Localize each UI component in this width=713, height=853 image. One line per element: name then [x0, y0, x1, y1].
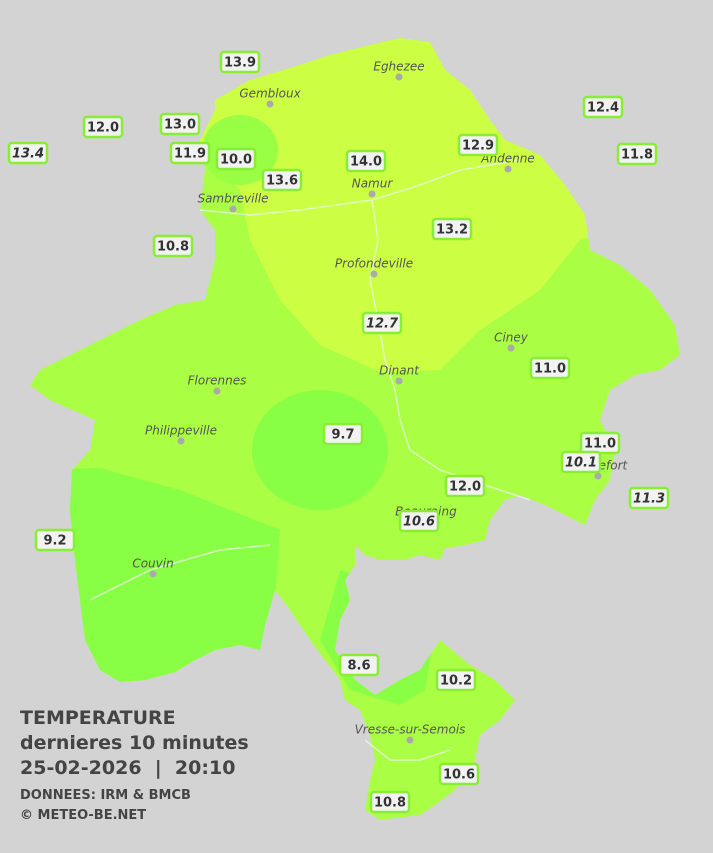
- station-value: 11.8: [621, 148, 653, 163]
- town-dot: [177, 437, 185, 445]
- station-box: [628, 486, 670, 510]
- station-box: [369, 790, 411, 814]
- town-dot: [406, 736, 414, 744]
- station-box: [345, 149, 387, 173]
- town-dot: [229, 205, 237, 213]
- station-box: [152, 234, 194, 258]
- town-dot: [149, 570, 157, 578]
- station-box: [159, 112, 201, 136]
- town-label: Dinant: [379, 364, 420, 378]
- station-value: 13.6: [266, 174, 298, 189]
- caption: TEMPERATURE dernieres 10 minutes 25-02-2…: [20, 707, 249, 823]
- town-label: Ciney: [494, 331, 529, 345]
- town-dot: [507, 344, 515, 352]
- station-box: [361, 311, 403, 335]
- station-box: [457, 133, 499, 157]
- town-label: Eghezee: [373, 60, 424, 74]
- station-value: 13.0: [164, 118, 196, 133]
- station-box: [529, 356, 571, 380]
- station-box: [438, 762, 480, 786]
- station-box: [261, 168, 303, 192]
- station-value: 12.9: [462, 139, 494, 154]
- town-label: Namur: [352, 177, 394, 191]
- station-value: 10.8: [374, 796, 406, 811]
- town-label: Sambreville: [197, 192, 268, 206]
- town-dot: [594, 472, 602, 480]
- caption-datetime: 25-02-2026 | 20:10: [20, 757, 235, 779]
- town-dot: [266, 100, 274, 108]
- towns: EghezeeGemblouxAndenneNamurSambrevillePr…: [132, 60, 629, 744]
- station-value: 13.2: [436, 223, 468, 238]
- station-value: 10.2: [440, 674, 472, 689]
- station-value: 8.6: [347, 659, 370, 674]
- station-value: 11.9: [174, 147, 206, 162]
- station-value: 9.2: [43, 534, 66, 549]
- caption-copyright: © METEO-BE.NET: [20, 808, 146, 823]
- stations: 13.9 12.0 13.0 13.4 11.9 10.0 13.6 14.0 12.9 12.4…: [7, 50, 670, 814]
- town-dot: [368, 190, 376, 198]
- station-box: [169, 141, 211, 165]
- town-label: Gembloux: [239, 87, 301, 101]
- station-box: [322, 422, 364, 446]
- town-label: Profondeville: [335, 257, 413, 271]
- station-box: [398, 509, 440, 533]
- station-value: 14.0: [350, 155, 382, 170]
- caption-title: TEMPERATURE: [20, 707, 176, 729]
- river: [364, 739, 451, 761]
- station-value: 13.9: [224, 56, 256, 71]
- town-dot: [504, 165, 512, 173]
- town-dot: [395, 377, 403, 385]
- station-box: [435, 668, 477, 692]
- station-value: 12.7: [366, 317, 399, 332]
- station-box: [431, 217, 473, 241]
- caption-subtitle: dernieres 10 minutes: [20, 732, 249, 754]
- station-box: [444, 474, 486, 498]
- station-box: [215, 147, 257, 171]
- station-value: 12.0: [449, 480, 481, 495]
- station-box: [338, 653, 380, 677]
- station-box: [7, 141, 49, 165]
- river: [89, 544, 271, 601]
- station-value: 12.0: [87, 121, 119, 136]
- station-value: 10.1: [565, 456, 597, 471]
- town-dot: [370, 270, 378, 278]
- station-value: 10.6: [403, 515, 435, 530]
- town-dot: [395, 73, 403, 81]
- station-box: [34, 528, 76, 552]
- station-box: [219, 50, 261, 74]
- station-value: 10.8: [157, 240, 189, 255]
- town-label: Philippeville: [145, 424, 217, 438]
- caption-source: DONNEES: IRM & BMCB: [20, 788, 191, 803]
- station-value: 10.6: [443, 768, 475, 783]
- station-box: [560, 450, 602, 474]
- station-value: 11.0: [534, 362, 566, 377]
- station-value: 11.0: [584, 437, 616, 452]
- station-value: 11.3: [633, 492, 665, 507]
- station-value: 9.7: [331, 428, 354, 443]
- town-label: Couvin: [132, 557, 173, 571]
- station-value: 12.4: [587, 101, 619, 116]
- station-box: [582, 95, 624, 119]
- station-box: [616, 142, 658, 166]
- station-value: 13.4: [12, 147, 44, 162]
- town-label: Florennes: [188, 374, 247, 388]
- station-box: [82, 115, 124, 139]
- zone-cool: [252, 390, 388, 510]
- station-value: 10.0: [220, 153, 252, 168]
- town-label: Vresse-sur-Semois: [355, 723, 466, 737]
- town-dot: [213, 387, 221, 395]
